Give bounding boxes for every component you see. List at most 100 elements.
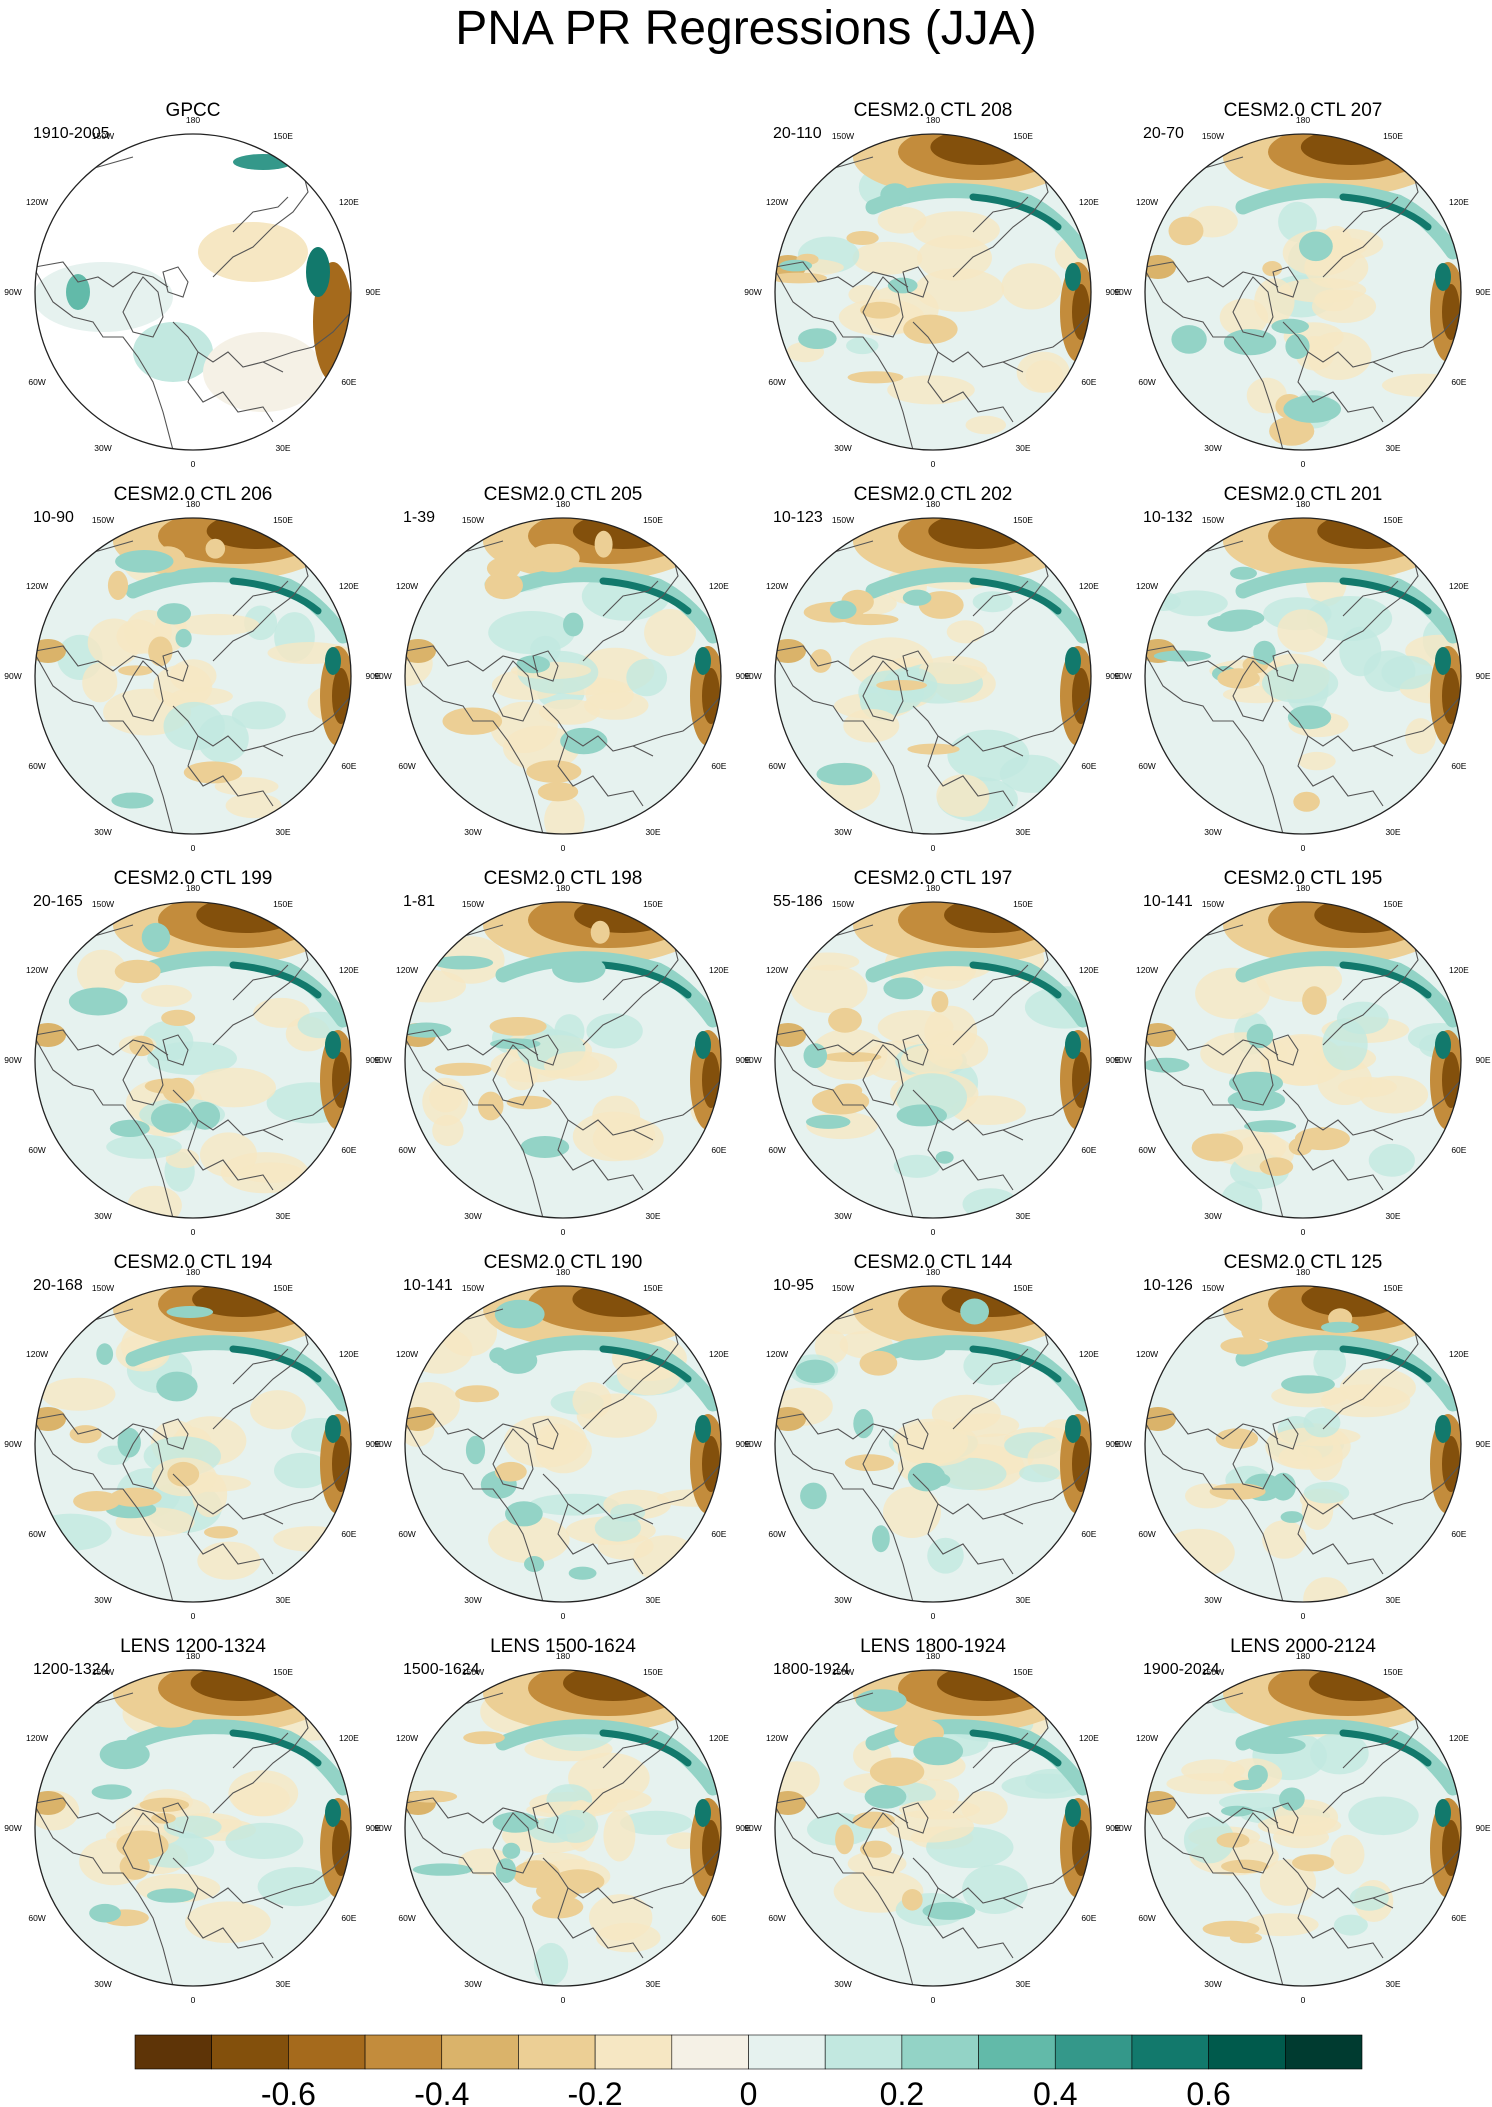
longitude-label: 120W <box>1136 965 1158 975</box>
longitude-label: 90E <box>735 1439 750 1449</box>
longitude-label: 0 <box>931 1611 936 1621</box>
longitude-label: 30W <box>94 1595 111 1605</box>
colorbar-tick-label: -0.6 <box>261 2076 316 2107</box>
longitude-label: 60E <box>1451 1145 1466 1155</box>
panel-title: CESM2.0 CTL 208 <box>854 100 1013 121</box>
longitude-label: 30E <box>1385 827 1400 837</box>
longitude-label: 60W <box>1138 761 1155 771</box>
panel-title: CESM2.0 CTL 197 <box>854 868 1013 889</box>
longitude-label: 60W <box>768 377 785 387</box>
longitude-label: 150W <box>92 131 114 141</box>
longitude-label: 90W <box>4 671 21 681</box>
longitude-label: 90E <box>1105 671 1120 681</box>
colorbar-swatch <box>211 2034 289 2070</box>
map-frame <box>34 901 352 1219</box>
longitude-label: 150W <box>1202 1283 1224 1293</box>
longitude-label: 90W <box>4 1823 21 1833</box>
longitude-label: 30E <box>645 1595 660 1605</box>
longitude-label: 120E <box>1079 581 1099 591</box>
colorbar-tick-label: 0 <box>740 2076 758 2107</box>
longitude-label: 150W <box>92 1667 114 1677</box>
longitude-label: 90E <box>365 1823 380 1833</box>
panel-period: 20-168 <box>33 1277 83 1294</box>
coastlines <box>1145 924 1461 1218</box>
longitude-label: 120E <box>1079 1733 1099 1743</box>
colorbar-swatch <box>1131 2034 1209 2070</box>
precip-field <box>405 1286 721 1602</box>
longitude-label: 60W <box>398 1529 415 1539</box>
longitude-label: 0 <box>191 1995 196 2005</box>
colorbar-swatch <box>671 2034 749 2070</box>
longitude-label: 30E <box>1385 1595 1400 1605</box>
longitude-label: 180 <box>1296 115 1310 125</box>
longitude-label: 30E <box>1385 1979 1400 1989</box>
longitude-label: 150E <box>273 1667 293 1677</box>
longitude-label: 90E <box>1105 1439 1120 1449</box>
longitude-label: 180 <box>1296 499 1310 509</box>
longitude-label: 90W <box>374 1439 391 1449</box>
precip-field <box>35 518 351 834</box>
longitude-label: 120W <box>396 581 418 591</box>
longitude-label: 60W <box>398 1913 415 1923</box>
longitude-label: 0 <box>1301 1227 1306 1237</box>
longitude-label: 60E <box>341 1529 356 1539</box>
longitude-label: 30E <box>645 1211 660 1221</box>
longitude-label: 60E <box>341 1145 356 1155</box>
panel-title: CESM2.0 CTL 207 <box>1224 100 1383 121</box>
longitude-label: 60E <box>711 761 726 771</box>
longitude-label: 120W <box>396 1733 418 1743</box>
longitude-label: 0 <box>191 1611 196 1621</box>
longitude-label: 120W <box>26 581 48 591</box>
coastlines <box>1145 156 1461 450</box>
longitude-label: 150E <box>643 1283 663 1293</box>
map-panel: 180 150E 120E 90E 60E 30E 0 30W 60W 90W 120W 150W LE… <box>4 1636 381 2005</box>
longitude-label: 30W <box>464 1211 481 1221</box>
longitude-label: 180 <box>926 1651 940 1661</box>
colorbar-swatch <box>978 2034 1056 2070</box>
precip-field <box>405 518 721 834</box>
precip-field <box>775 518 1091 834</box>
longitude-label: 150E <box>643 1667 663 1677</box>
longitude-label: 30E <box>1015 1595 1030 1605</box>
coastlines <box>1145 1308 1461 1602</box>
longitude-label: 120W <box>766 197 788 207</box>
coastlines <box>35 1692 351 1986</box>
longitude-label: 150E <box>1013 1667 1033 1677</box>
longitude-label: 120E <box>1079 197 1099 207</box>
longitude-label: 60E <box>1081 761 1096 771</box>
longitude-label: 30E <box>1015 1211 1030 1221</box>
longitude-label: 90E <box>1475 287 1490 297</box>
colorbar-swatch <box>134 2034 212 2070</box>
longitude-label: 90W <box>374 671 391 681</box>
longitude-label: 180 <box>926 499 940 509</box>
map-panel: 180 150E 120E 90E 60E 30E 0 30W 60W 90W 120W 150W LE… <box>374 1636 751 2005</box>
longitude-label: 150W <box>462 1667 484 1677</box>
map-frame <box>404 1285 722 1603</box>
panel-period: 10-126 <box>1143 1277 1193 1294</box>
longitude-label: 90E <box>1105 287 1120 297</box>
longitude-label: 120E <box>1079 1349 1099 1359</box>
longitude-label: 30W <box>834 827 851 837</box>
longitude-label: 90E <box>1105 1823 1120 1833</box>
map-panel: 180 150E 120E 90E 60E 30E 0 30W 60W 90W 120W 150W LE… <box>1114 1636 1491 2005</box>
longitude-label: 150W <box>832 899 854 909</box>
panel-period: 1500-1624 <box>403 1661 480 1678</box>
longitude-label: 30W <box>94 443 111 453</box>
longitude-label: 90W <box>744 1439 761 1449</box>
colorbar-tick-label: 0.2 <box>880 2076 924 2107</box>
longitude-label: 180 <box>1296 883 1310 893</box>
longitude-label: 30W <box>1204 1979 1221 1989</box>
longitude-label: 150W <box>1202 131 1224 141</box>
longitude-label: 90E <box>1475 1055 1490 1065</box>
colorbar-swatch <box>441 2034 519 2070</box>
longitude-label: 60E <box>1451 1913 1466 1923</box>
longitude-label: 0 <box>561 1611 566 1621</box>
panel-title: CESM2.0 CTL 198 <box>484 868 643 889</box>
longitude-label: 90E <box>365 287 380 297</box>
longitude-label: 60E <box>1451 1529 1466 1539</box>
longitude-label: 30E <box>275 1595 290 1605</box>
longitude-label: 150E <box>273 515 293 525</box>
longitude-label: 150E <box>1383 1667 1403 1677</box>
longitude-label: 60E <box>1081 1913 1096 1923</box>
map-frame <box>1144 1669 1462 1987</box>
